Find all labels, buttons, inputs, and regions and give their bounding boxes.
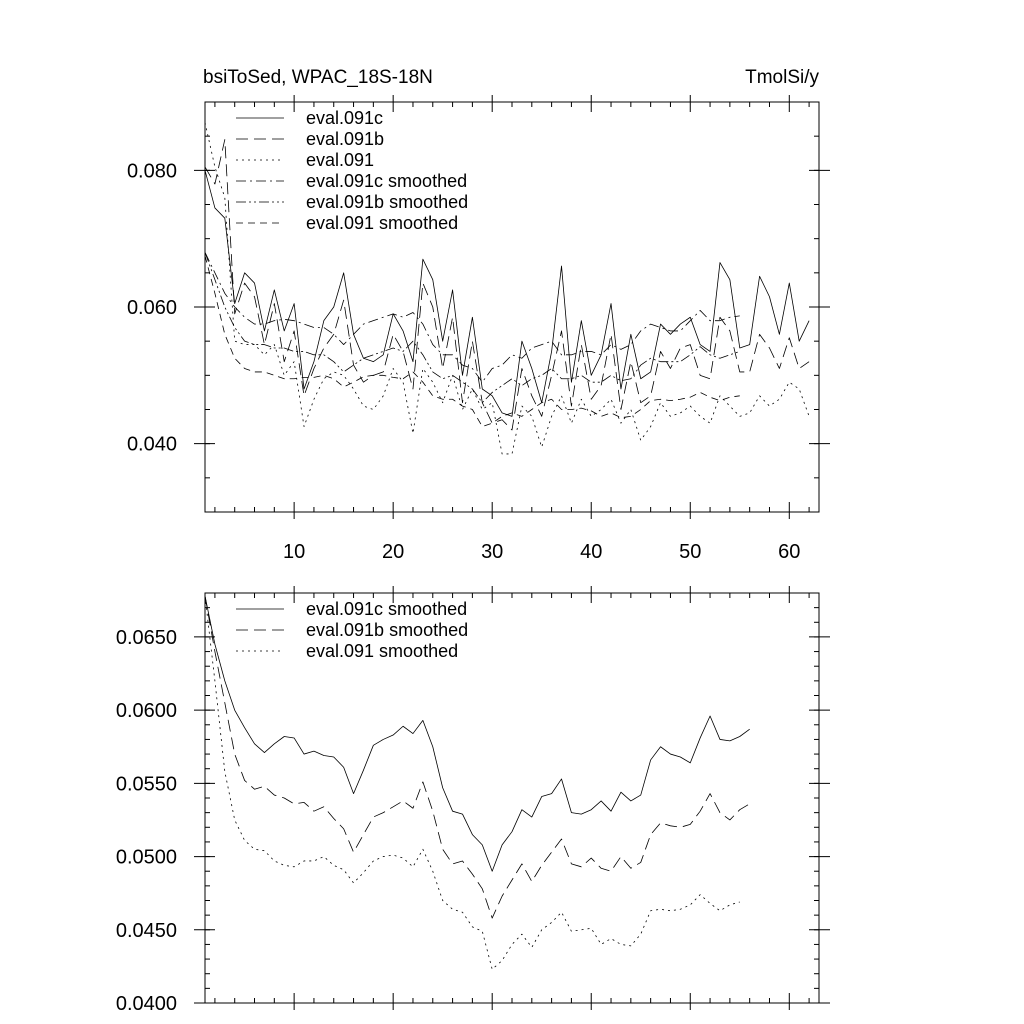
bottom-y-tick-label: 0.0400	[116, 993, 177, 1015]
bottom-legend-label: eval.091 smoothed	[306, 641, 458, 661]
top-y-tick-label: 0.080	[127, 160, 177, 182]
top-x-tick-label: 30	[481, 541, 503, 563]
bottom-legend-label: eval.091c smoothed	[306, 599, 467, 619]
top-series-line-3	[204, 122, 810, 455]
bottom-panel: 0.0400 0.0450 0.0500 0.0550 0.0600 0.0650 eva…	[116, 586, 830, 1015]
top-series-line-1	[204, 170, 810, 417]
top-plot-frame	[204, 101, 820, 513]
bottom-y-tick-label: 0.0650	[116, 627, 177, 649]
top-series-line-4	[204, 252, 740, 383]
top-x-tick-label: 60	[778, 541, 800, 563]
top-series-line-6	[204, 255, 740, 427]
bottom-y-tick-label: 0.0550	[116, 773, 177, 795]
bottom-series-line-1	[204, 595, 750, 872]
top-series-line-5	[204, 252, 740, 404]
bottom-legend-label: eval.091b smoothed	[306, 620, 468, 640]
bottom-series-lines	[204, 595, 750, 970]
bottom-y-tick-label: 0.0500	[116, 847, 177, 869]
top-legend-label: eval.091c	[306, 108, 383, 128]
title-right: TmolSi/y	[745, 67, 819, 88]
bottom-series-line-2	[204, 595, 750, 919]
bottom-plot-frame	[204, 592, 820, 1004]
bottom-y-tick-label: 0.0600	[116, 700, 177, 722]
top-legend-label: eval.091b smoothed	[306, 192, 468, 212]
title-left: bsiToSed, WPAC_18S-18N	[203, 67, 433, 88]
bottom-axis-ticks: 0.0400 0.0450 0.0500 0.0550 0.0600 0.0650	[116, 586, 830, 1015]
top-x-tick-label: 20	[382, 541, 404, 563]
bottom-y-tick-label: 0.0450	[116, 920, 177, 942]
bottom-series-line-3	[204, 595, 740, 970]
top-legend-label: eval.091b	[306, 129, 384, 149]
top-series-line-2	[204, 139, 810, 431]
top-legend-label: eval.091	[306, 150, 374, 170]
top-x-tick-label: 50	[679, 541, 701, 563]
top-axis-ticks: 10 20 30 40 50 60 0.040 0.060 0.080	[127, 95, 830, 563]
top-x-tick-label: 10	[283, 541, 305, 563]
top-y-tick-label: 0.040	[127, 434, 177, 456]
top-legend-label: eval.091 smoothed	[306, 213, 458, 233]
top-legend-label: eval.091c smoothed	[306, 171, 467, 191]
top-y-tick-label: 0.060	[127, 297, 177, 319]
top-x-tick-label: 40	[580, 541, 602, 563]
top-panel: 10 20 30 40 50 600.0400.0600.080 eval.091ceva…	[127, 95, 830, 563]
top-series-lines	[204, 122, 810, 455]
